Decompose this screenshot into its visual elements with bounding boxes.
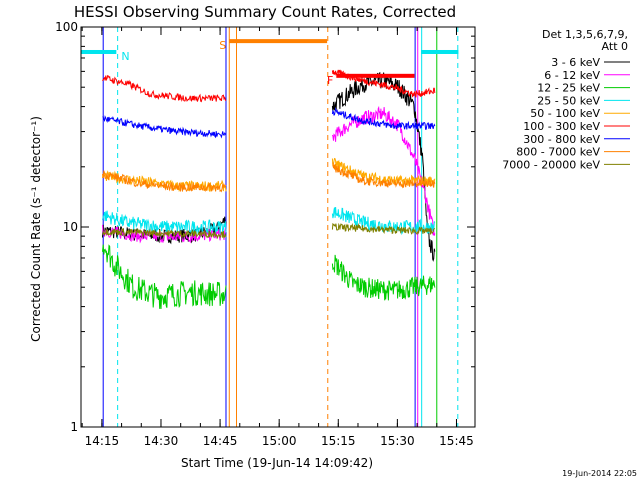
series-trace-8-1 <box>331 222 436 236</box>
series-trace-5-0 <box>102 74 227 103</box>
flag-bar-F-0 <box>336 73 415 78</box>
flag-label-S: S <box>219 39 226 52</box>
chart-title: HESSI Observing Summary Count Rates, Cor… <box>74 3 456 21</box>
flag-bar-S-0 <box>229 39 328 44</box>
legend-label: 25 - 50 keV <box>537 94 600 107</box>
series-trace-2-0 <box>102 244 227 310</box>
series-trace-6-0 <box>102 115 227 139</box>
flag-label-N: N <box>121 50 129 63</box>
legend-label: 6 - 12 keV <box>544 69 600 82</box>
plot-area: NSF 14:15 14:30 14:45 15:00 15:15 15:30 15:451… <box>55 20 476 448</box>
flag-bar-N-1 <box>421 49 459 54</box>
series-trace-1-1 <box>331 105 436 236</box>
series-trace-0-1 <box>331 71 436 262</box>
x-tick-label: 14:30 <box>144 434 179 448</box>
x-axis-label: Start Time (19-Jun-14 14:09:42) <box>181 456 373 470</box>
legend-label: 100 - 300 keV <box>523 120 600 133</box>
legend-label: 50 - 100 keV <box>530 107 600 120</box>
series-trace-7-0 <box>102 170 227 193</box>
series-trace-5-1 <box>331 69 436 98</box>
flag-bar-N-0 <box>81 49 117 54</box>
series-50-100-kev <box>102 157 436 193</box>
y-tick-label: 10 <box>63 220 78 234</box>
legend-header-line-1: Det 1,3,5,6,7,9, <box>542 28 628 41</box>
series-trace-7-1 <box>332 162 436 189</box>
series-7000-20000-kev <box>102 222 436 240</box>
series-trace-4-0 <box>102 170 227 193</box>
x-tick-label: 15:00 <box>262 434 297 448</box>
y-tick-label: 100 <box>55 20 78 34</box>
generated-timestamp: 19-Jun-2014 22:05 <box>562 469 637 478</box>
series-300-800-kev <box>102 107 436 139</box>
series-trace-8-0 <box>102 227 227 240</box>
x-tick-label: 15:15 <box>321 434 356 448</box>
legend-label: 300 - 800 keV <box>523 133 600 146</box>
series-trace-3-0 <box>102 210 227 235</box>
legend-label: 12 - 25 keV <box>537 82 600 95</box>
x-tick-label: 15:45 <box>439 434 474 448</box>
series-800-7000-kev <box>102 162 436 193</box>
legend-label: 3 - 6 keV <box>551 56 600 69</box>
x-tick-label: 15:30 <box>380 434 415 448</box>
flag-bars: N S F <box>81 39 459 87</box>
legend-header-line-2: Att 0 <box>602 40 628 53</box>
series-6-12-kev <box>102 105 436 244</box>
y-tick-label: 1 <box>70 420 78 434</box>
series-trace-6-1 <box>331 107 436 130</box>
y-axis-label: Corrected Count Rate (s⁻¹ detector⁻¹) <box>29 116 43 342</box>
x-tick-label: 14:15 <box>85 434 120 448</box>
series-group <box>102 69 436 310</box>
series-100-300-kev <box>102 69 436 103</box>
legend-label: 7000 - 20000 keV <box>502 158 600 171</box>
x-tick-label: 14:45 <box>203 434 238 448</box>
flag-label-F: F <box>327 74 333 87</box>
legend-label: 800 - 7000 keV <box>516 146 600 159</box>
series-12-25-kev <box>102 244 436 310</box>
series-trace-2-1 <box>331 254 436 301</box>
axis-ticks: 14:15 14:30 14:45 15:00 15:15 15:30 15:45 1 10 10… <box>55 20 475 448</box>
